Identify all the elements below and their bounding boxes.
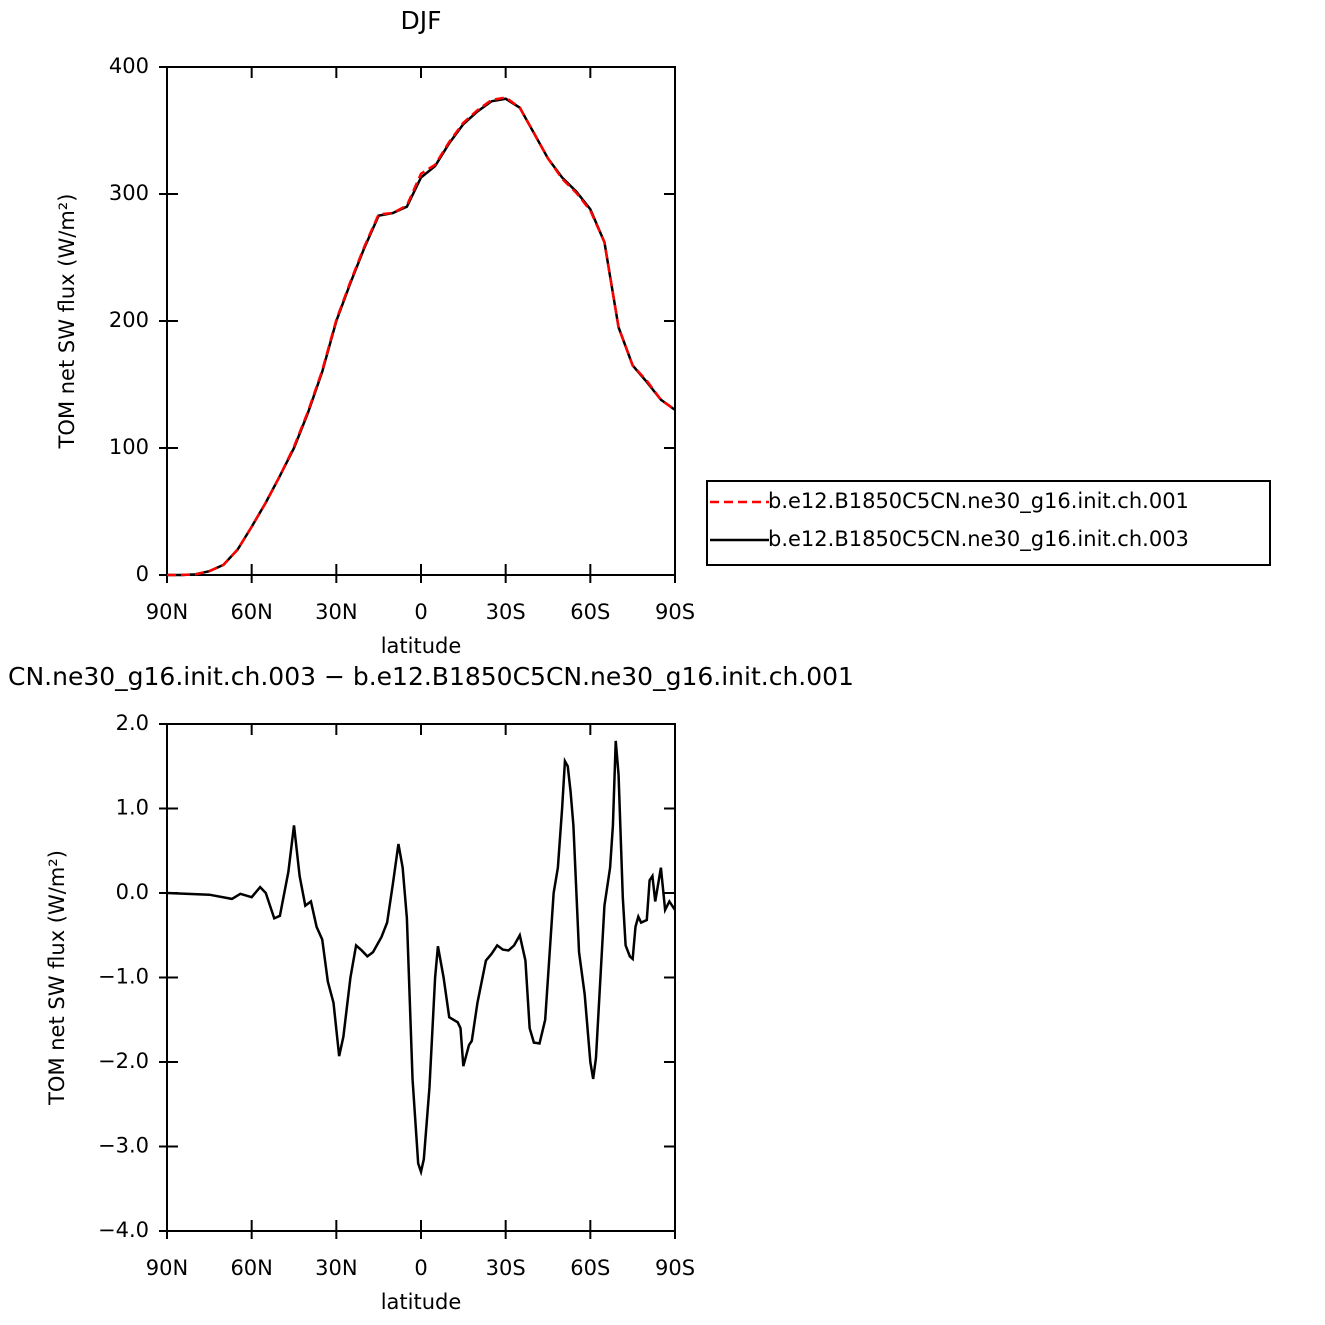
y-tick-label: −4.0 (98, 1218, 149, 1242)
x-tick-label: 30S (486, 1256, 526, 1280)
y-tick-label: 1.0 (116, 796, 149, 820)
x-tick-label: 60N (230, 600, 272, 624)
y-axis-label: TOM net SW flux (W/m²) (45, 850, 69, 1106)
x-tick-label: 30S (486, 600, 526, 624)
legend-box (706, 480, 1271, 566)
x-tick-label: 90N (146, 1256, 188, 1280)
line-series (167, 97, 676, 577)
y-tick-label: −1.0 (98, 965, 149, 989)
y-tick-label: −2.0 (98, 1049, 149, 1073)
x-tick-label: 60S (570, 1256, 610, 1280)
plot-frame (166, 723, 676, 1232)
x-tick-label: 90N (146, 600, 188, 624)
y-tick-label: 400 (109, 54, 149, 78)
x-tick-label: 0 (414, 1256, 427, 1280)
x-tick-label: 0 (414, 600, 427, 624)
x-tick-label: 60N (230, 1256, 272, 1280)
plot-frame (166, 66, 676, 576)
x-tick-label: 60S (570, 600, 610, 624)
y-tick-label: −3.0 (98, 1134, 149, 1158)
x-tick-label: 30N (315, 1256, 357, 1280)
x-tick-label: 90S (655, 1256, 695, 1280)
y-tick-label: 300 (109, 181, 149, 205)
y-tick-label: 200 (109, 308, 149, 332)
chart-title: CN.ne30_g16.init.ch.003 − b.e12.B1850C5C… (8, 662, 854, 691)
y-tick-label: 2.0 (116, 711, 149, 735)
x-tick-label: 30N (315, 600, 357, 624)
legend-label: b.e12.B1850C5CN.ne30_g16.init.ch.003 (768, 527, 1189, 552)
y-tick-label: 0.0 (116, 880, 149, 904)
x-axis-label: latitude (381, 1290, 462, 1314)
line-series (166, 740, 677, 1177)
x-axis-label: latitude (381, 634, 462, 658)
y-tick-label: 100 (109, 435, 149, 459)
chart-title: DJF (400, 6, 441, 35)
line-series (167, 96, 676, 577)
y-tick-label: 0 (136, 562, 149, 586)
y-axis-label: TOM net SW flux (W/m²) (55, 194, 79, 450)
x-tick-label: 90S (655, 600, 695, 624)
legend-label: b.e12.B1850C5CN.ne30_g16.init.ch.001 (768, 489, 1189, 514)
